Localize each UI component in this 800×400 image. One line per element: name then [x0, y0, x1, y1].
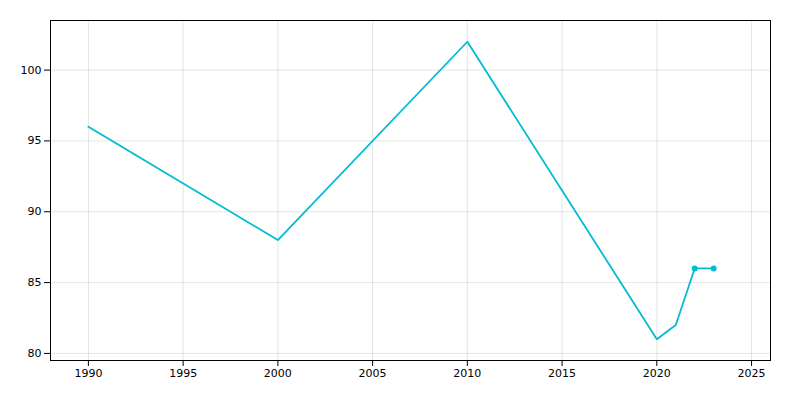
- svg-text:90: 90: [28, 205, 42, 218]
- svg-text:2000: 2000: [264, 367, 292, 380]
- svg-text:2010: 2010: [453, 367, 481, 380]
- svg-text:80: 80: [28, 347, 42, 360]
- svg-text:85: 85: [28, 276, 42, 289]
- svg-text:2015: 2015: [548, 367, 576, 380]
- svg-text:1990: 1990: [74, 367, 102, 380]
- svg-text:2020: 2020: [643, 367, 671, 380]
- svg-text:100: 100: [21, 64, 42, 77]
- svg-text:2025: 2025: [738, 367, 766, 380]
- svg-text:2005: 2005: [359, 367, 387, 380]
- svg-text:1995: 1995: [169, 367, 197, 380]
- svg-text:95: 95: [28, 134, 42, 147]
